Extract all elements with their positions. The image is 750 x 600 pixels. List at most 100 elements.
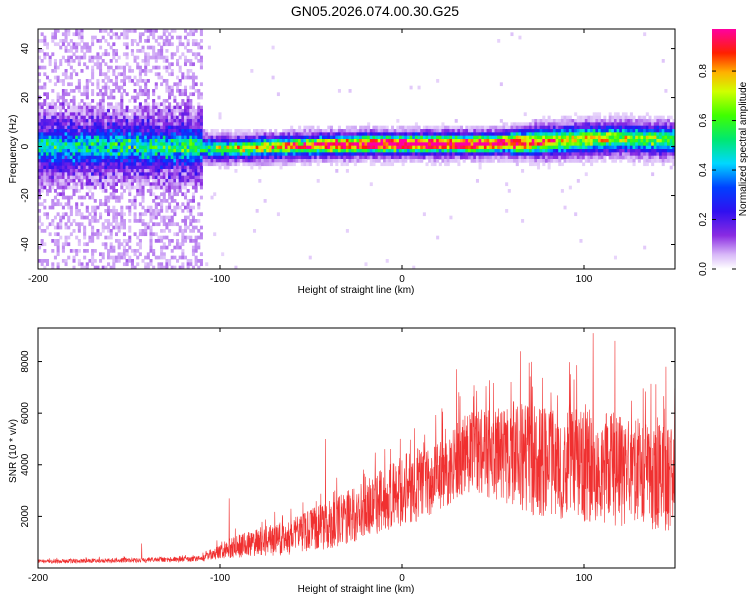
heatmap-cell: [353, 162, 357, 167]
heatmap-cell: [579, 129, 583, 133]
heatmap-cell: [122, 119, 126, 123]
heatmap-cell: [343, 145, 347, 150]
heatmap-cell: [149, 239, 153, 243]
heatmap-cell: [59, 129, 63, 133]
heatmap-cell: [130, 119, 134, 123]
heatmap-cell: [56, 155, 60, 160]
heatmap-cell: [364, 142, 368, 147]
heatmap-cell: [436, 135, 440, 140]
heatmap-cell: [186, 205, 190, 210]
heatmap-cell: [48, 179, 52, 183]
heatmap-cell: [329, 155, 334, 160]
heatmap-cell: [77, 122, 81, 127]
heatmap-cell: [308, 145, 312, 150]
heatmap-cell: [422, 129, 426, 133]
heatmap-cell: [91, 255, 95, 260]
heatmap-cell: [555, 142, 559, 147]
heatmap-cell: [433, 145, 437, 150]
heatmap-cell: [635, 135, 639, 140]
heatmap-cell: [608, 139, 612, 143]
heatmap-cell: [202, 149, 206, 153]
heatmap-cell: [616, 145, 620, 150]
heatmap-cell: [149, 205, 153, 210]
heatmap-cell: [396, 139, 400, 143]
heatmap-cell: [45, 189, 50, 193]
heatmap-cell: [138, 69, 142, 73]
heatmap-cell: [67, 75, 71, 80]
heatmap-cell: [183, 219, 188, 223]
heatmap-cell: [470, 139, 474, 143]
heatmap-cell: [191, 192, 195, 197]
heatmap-cell: [197, 145, 201, 150]
heatmap-cell: [64, 225, 68, 230]
heatmap-cell: [72, 189, 76, 193]
heatmap-cell: [59, 39, 63, 43]
heatmap-cell: [146, 59, 150, 63]
heatmap-cell: [446, 159, 450, 163]
heatmap-cell: [117, 159, 121, 163]
heatmap-cell: [136, 172, 140, 177]
heatmap-cell: [183, 135, 188, 140]
heatmap-cell: [67, 135, 71, 140]
heatmap-cell: [122, 125, 126, 130]
heatmap-cell: [189, 205, 193, 210]
heatmap-cell: [375, 142, 379, 147]
heatmap-cell: [59, 145, 63, 150]
heatmap-cell: [64, 155, 68, 160]
heatmap-cell: [449, 145, 453, 150]
heatmap-cell: [56, 142, 60, 147]
heatmap-cell: [80, 185, 84, 190]
heatmap-cell: [99, 122, 103, 127]
heatmap-cell: [467, 139, 472, 143]
heatmap-cell: [197, 235, 201, 240]
heatmap-cell: [470, 125, 474, 130]
heatmap-cell: [170, 152, 174, 157]
heatmap-cell: [186, 132, 190, 137]
heatmap-cell: [513, 135, 517, 140]
heatmap-cell: [107, 165, 111, 170]
heatmap-cell: [183, 102, 188, 107]
heatmap-cell: [146, 165, 150, 170]
heatmap-cell: [144, 225, 148, 230]
heatmap-cell: [176, 119, 180, 123]
heatmap-cell: [202, 135, 206, 140]
heatmap-cell: [154, 122, 158, 127]
heatmap-cell: [645, 162, 649, 167]
heatmap-cell: [616, 149, 620, 153]
heatmap-cell: [191, 225, 195, 230]
heatmap-cell: [122, 139, 126, 143]
heatmap-cell: [199, 152, 203, 157]
heatmap-cell: [72, 219, 76, 223]
heatmap-cell: [64, 165, 68, 170]
heatmap-cell: [91, 159, 95, 163]
heatmap-cell: [340, 149, 344, 153]
heatmap-cell: [85, 49, 89, 53]
heatmap-cell: [669, 132, 673, 137]
heatmap-cell: [351, 125, 355, 130]
heatmap-cell: [659, 139, 663, 143]
heatmap-cell: [186, 262, 190, 267]
heatmap-cell: [385, 139, 389, 143]
heatmap-cell: [608, 152, 612, 157]
heatmap-cell: [88, 119, 92, 123]
heatmap-cell: [391, 139, 395, 143]
heatmap-cell: [162, 179, 166, 183]
heatmap-cell: [245, 132, 249, 137]
heatmap-cell: [391, 125, 395, 130]
heatmap-cell: [651, 159, 655, 163]
heatmap-cell: [64, 45, 68, 50]
heatmap-cell: [213, 162, 217, 167]
heatmap-cell: [659, 152, 663, 157]
heatmap-cell: [430, 135, 434, 140]
heatmap-cell: [93, 172, 97, 177]
heatmap-cell: [290, 129, 294, 133]
heatmap-cell: [183, 205, 188, 210]
heatmap-cell: [170, 209, 174, 213]
heatmap-cell: [162, 155, 166, 160]
heatmap-cell: [101, 189, 105, 193]
heatmap-cell: [446, 142, 450, 147]
heatmap-cell: [85, 45, 89, 50]
heatmap-cell: [38, 105, 42, 110]
heatmap-cell: [624, 145, 628, 150]
heatmap-cell: [69, 169, 73, 173]
